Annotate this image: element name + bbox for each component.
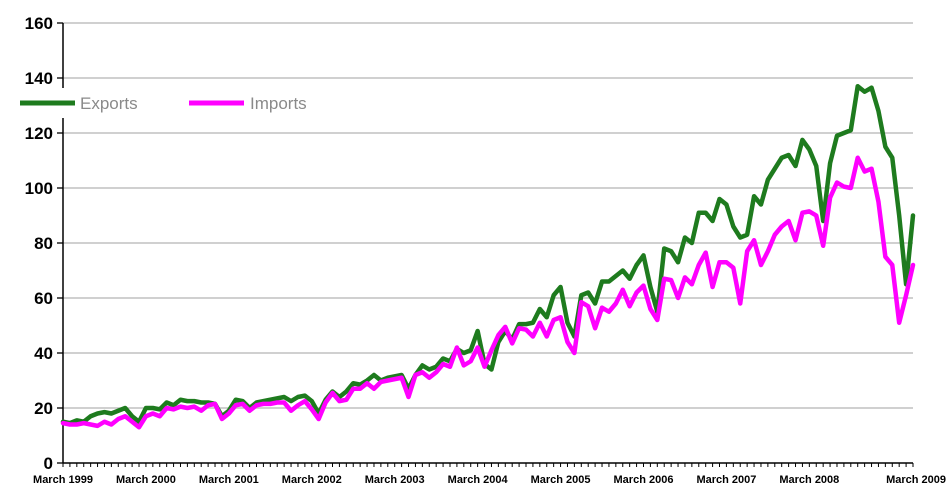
y-tick-label: 120 — [25, 124, 53, 143]
x-tick-label: March 2002 — [282, 474, 342, 486]
x-tick-label: March 2007 — [696, 474, 756, 486]
x-tick-label: March 2008 — [779, 474, 839, 486]
y-tick-label: 20 — [34, 399, 53, 418]
legend-label-exports: Exports — [80, 94, 138, 113]
x-tick-label: March 2000 — [116, 474, 176, 486]
x-axis-ticks: March 1999 March 2000 March 2001 March 2002… — [33, 463, 946, 486]
legend-label-imports: Imports — [250, 94, 307, 113]
x-tick-label: March 2005 — [531, 474, 591, 486]
y-tick-label: 40 — [34, 344, 53, 363]
y-tick-label: 60 — [34, 289, 53, 308]
legend: Exports Imports — [18, 88, 338, 118]
series-line-imports — [60, 155, 916, 430]
x-tick-label: March 2001 — [199, 474, 259, 486]
gridlines — [63, 22, 913, 409]
series-line-exports — [60, 84, 916, 426]
series-lines — [60, 84, 916, 430]
y-tick-label: 80 — [34, 234, 53, 253]
x-tick-label: March 2009 — [886, 474, 946, 486]
y-axis-ticks: 0 20 40 60 80 100 120 140 160 — [25, 14, 63, 473]
y-tick-label: 140 — [25, 69, 53, 88]
y-tick-label: 100 — [25, 179, 53, 198]
y-tick-label: 160 — [25, 14, 53, 33]
y-tick-label: 0 — [44, 454, 53, 473]
x-tick-label: March 2003 — [365, 474, 425, 486]
x-tick-label: March 2004 — [448, 474, 509, 486]
x-tick-label: March 2006 — [614, 474, 674, 486]
x-tick-label: March 1999 — [33, 474, 93, 486]
